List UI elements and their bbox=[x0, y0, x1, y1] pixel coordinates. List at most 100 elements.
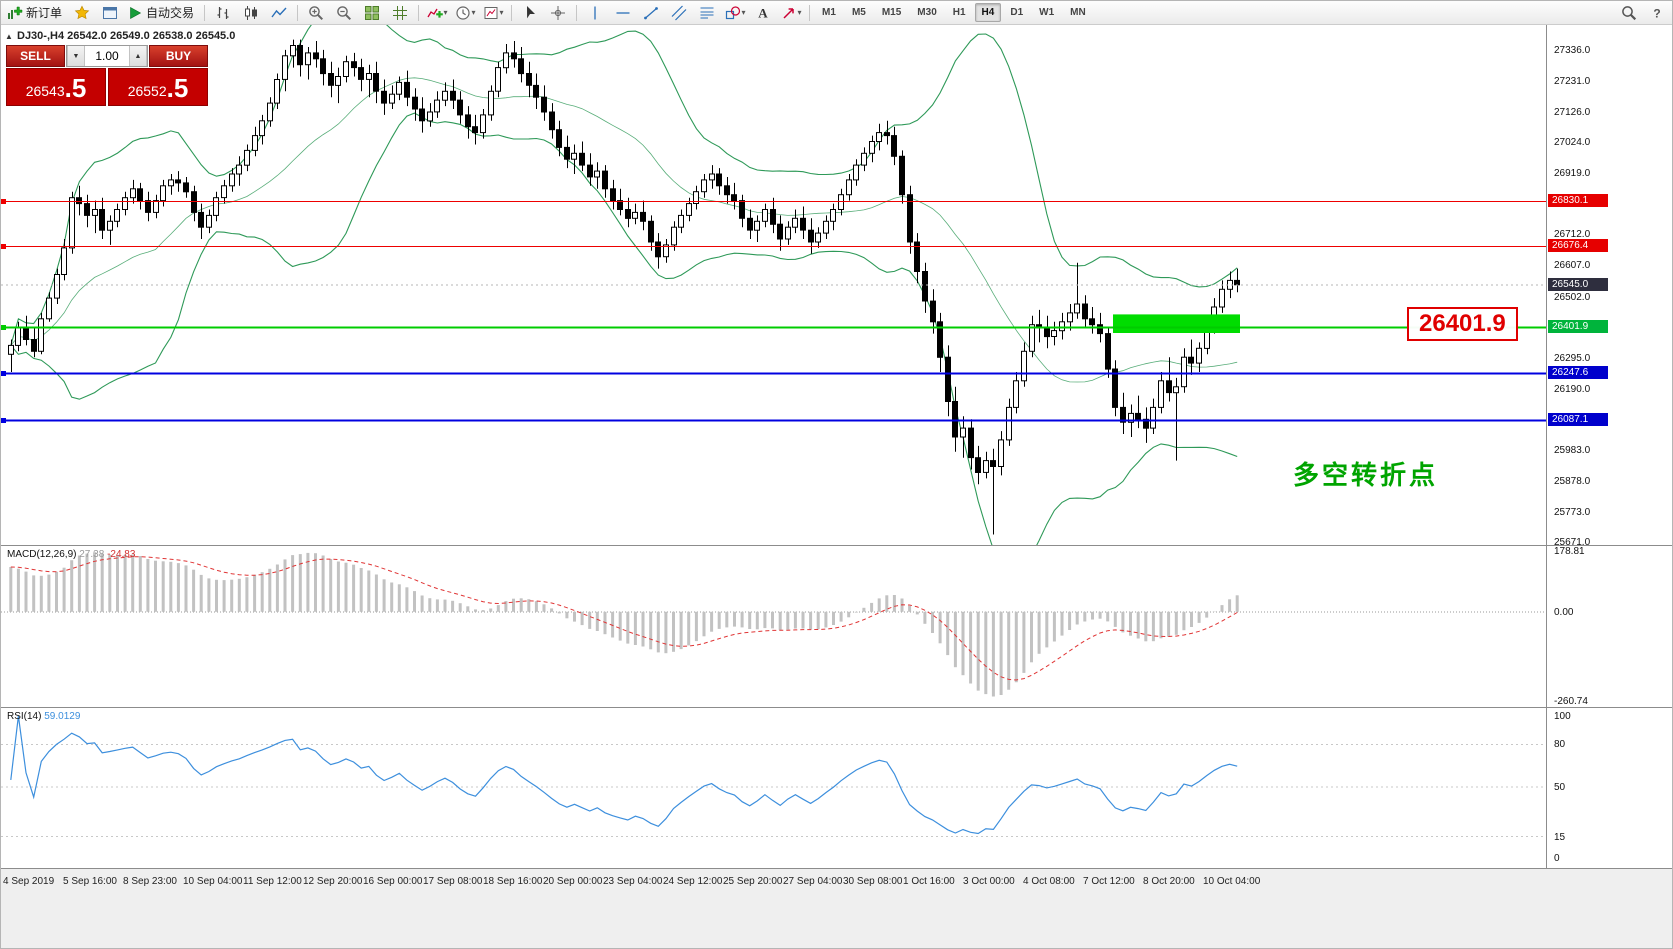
timeframe-m15[interactable]: M15 bbox=[881, 7, 902, 18]
sell-price-main: 26543 bbox=[25, 83, 65, 99]
timeframe-d1[interactable]: D1 bbox=[1010, 7, 1024, 18]
vertical-line-button[interactable] bbox=[581, 2, 609, 24]
bar-chart-button[interactable] bbox=[209, 2, 237, 24]
rsi-axis-label: 0 bbox=[1554, 853, 1560, 864]
terminal-window-button[interactable] bbox=[96, 2, 124, 24]
shapes-button[interactable]: ▾ bbox=[721, 2, 749, 24]
sell-button[interactable]: SELL bbox=[6, 45, 65, 67]
tile-windows-button[interactable] bbox=[358, 2, 386, 24]
volume-decrease-button[interactable]: ▼ bbox=[67, 46, 85, 66]
rsi-panel: RSI(14) 59.0129 100 80 50 15 0 bbox=[1, 708, 1672, 869]
date-axis-label: 10 Sep 04:00 bbox=[183, 876, 243, 887]
zoom-out-button[interactable] bbox=[330, 2, 358, 24]
toolbar-separator bbox=[576, 4, 578, 21]
timeframe-m5[interactable]: M5 bbox=[851, 7, 866, 18]
volume-increase-button[interactable]: ▲ bbox=[129, 46, 147, 66]
chevron-down-icon: ▾ bbox=[499, 8, 504, 17]
one-click-trading-panel: SELL ▼ ▲ BUY 26543.5 26552.5 bbox=[6, 45, 208, 106]
favorites-button[interactable] bbox=[68, 2, 96, 24]
pivot-line-handle[interactable] bbox=[1, 325, 6, 330]
chevron-down-icon: ▾ bbox=[443, 8, 448, 17]
indicators-icon bbox=[426, 5, 443, 21]
arrow-tools-button[interactable]: ▾ bbox=[777, 2, 805, 24]
date-axis-label: 18 Sep 16:00 bbox=[483, 876, 543, 887]
macd-axis-label: 178.81 bbox=[1554, 546, 1585, 557]
indicators-button[interactable]: ▾ bbox=[423, 2, 451, 24]
turning-point-annotation[interactable]: 多空转折点 bbox=[1293, 460, 1439, 490]
grid-icon bbox=[392, 5, 408, 21]
line-chart-button[interactable] bbox=[265, 2, 293, 24]
price-axis-label: 27231.0 bbox=[1554, 76, 1591, 87]
rsi-plot: RSI(14) 59.0129 bbox=[1, 708, 1546, 868]
autotrading-button[interactable]: 自动交易 bbox=[124, 2, 200, 24]
resistance-line-2-handle[interactable] bbox=[1, 244, 6, 249]
toolbar: 新订单 自动交易 ▾ ▾ ▾ ▾ A ▾ M1 M5 M15 M30 H1 H4 D1 W1 MN? bbox=[1, 1, 1672, 25]
zoom-in-button[interactable] bbox=[302, 2, 330, 24]
candlestick-chart-button[interactable] bbox=[237, 2, 265, 24]
channel-button[interactable] bbox=[665, 2, 693, 24]
buy-price-display[interactable]: 26552.5 bbox=[108, 68, 208, 106]
search-button[interactable] bbox=[1615, 2, 1643, 24]
date-axis-label: 27 Sep 04:00 bbox=[783, 876, 843, 887]
templates-button[interactable]: ▾ bbox=[479, 2, 507, 24]
line-chart-icon bbox=[271, 5, 287, 21]
new-order-icon bbox=[7, 5, 23, 21]
candlestick-chart bbox=[1, 25, 1546, 545]
price-axis-label: 25773.0 bbox=[1554, 507, 1591, 518]
help-icon: ? bbox=[1649, 5, 1665, 21]
buy-price-pips: .5 bbox=[166, 73, 189, 103]
macd-label: MACD(12,26,9) 27.38 -24.83 bbox=[7, 549, 136, 560]
resistance-line-2-price-tag: 26676.4 bbox=[1548, 239, 1608, 252]
hline-icon bbox=[615, 5, 631, 21]
macd-axis: 178.81 0.00 -260.74 bbox=[1546, 546, 1672, 707]
chevron-down-icon: ▾ bbox=[471, 8, 476, 17]
support-line-2-handle[interactable] bbox=[1, 418, 6, 423]
buy-button[interactable]: BUY bbox=[149, 45, 208, 67]
support-line-1-handle[interactable] bbox=[1, 371, 6, 376]
pivot-line-price-tag: 26401.9 bbox=[1548, 320, 1608, 333]
volume-input[interactable] bbox=[85, 46, 129, 66]
price-axis-label: 26295.0 bbox=[1554, 353, 1591, 364]
cursor-button[interactable] bbox=[516, 2, 544, 24]
timeframe-h1[interactable]: H1 bbox=[952, 7, 966, 18]
toolbar-separator bbox=[204, 4, 206, 21]
periods-button[interactable]: ▾ bbox=[451, 2, 479, 24]
price-annotation-label[interactable]: 26401.9 bbox=[1407, 307, 1518, 341]
clock-icon bbox=[455, 5, 471, 21]
chevron-down-icon: ▾ bbox=[741, 8, 746, 17]
volume-stepper: ▼ ▲ bbox=[66, 45, 148, 67]
macd-plot: MACD(12,26,9) 27.38 -24.83 bbox=[1, 546, 1546, 707]
date-axis-label: 7 Oct 12:00 bbox=[1083, 876, 1135, 887]
trendline-button[interactable] bbox=[637, 2, 665, 24]
highlight-rectangle[interactable] bbox=[1113, 314, 1240, 333]
timeframe-w1[interactable]: W1 bbox=[1039, 7, 1055, 18]
text-button[interactable]: A bbox=[749, 2, 777, 24]
grid-button[interactable] bbox=[386, 2, 414, 24]
one-click-panel-toggle[interactable]: ▲ bbox=[5, 32, 13, 41]
price-axis-label: 26607.0 bbox=[1554, 260, 1591, 271]
main-chart-plot: ▲ DJ30-,H4 26542.0 26549.0 26538.0 26545… bbox=[1, 25, 1546, 545]
macd-signal-line bbox=[10, 556, 1238, 681]
timeframe-m1[interactable]: M1 bbox=[822, 7, 836, 18]
help-button[interactable]: ? bbox=[1643, 2, 1671, 24]
tile-icon bbox=[364, 5, 380, 21]
crosshair-icon bbox=[550, 5, 566, 21]
timeframe-m30[interactable]: M30 bbox=[917, 7, 937, 18]
rsi-chart bbox=[1, 715, 1546, 838]
sell-price-display[interactable]: 26543.5 bbox=[6, 68, 106, 106]
date-axis-label: 23 Sep 04:00 bbox=[603, 876, 663, 887]
resistance-line-1-handle[interactable] bbox=[1, 199, 6, 204]
play-icon bbox=[127, 5, 143, 21]
timeframe-mn[interactable]: MN bbox=[1070, 7, 1086, 18]
search-icon bbox=[1621, 5, 1637, 21]
price-axis-label: 25983.0 bbox=[1554, 445, 1591, 456]
fibonacci-button[interactable] bbox=[693, 2, 721, 24]
timeframe-h4[interactable]: H4 bbox=[974, 3, 1002, 22]
support-line-2-price-tag: 26087.1 bbox=[1548, 413, 1608, 426]
new-order-button[interactable]: 新订单 bbox=[4, 2, 68, 24]
zoom-in-icon bbox=[308, 5, 324, 21]
horizontal-line-button[interactable] bbox=[609, 2, 637, 24]
vline-icon bbox=[587, 5, 603, 21]
crosshair-button[interactable] bbox=[544, 2, 572, 24]
